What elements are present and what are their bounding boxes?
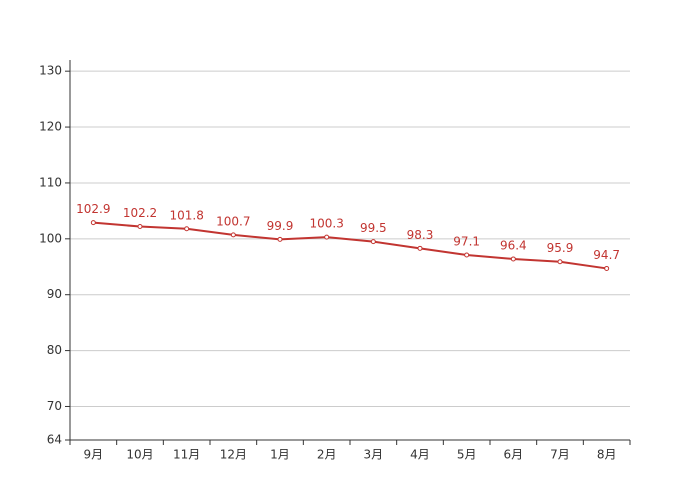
y-tick-label: 64 — [47, 433, 62, 447]
point — [230, 232, 236, 238]
point — [604, 265, 610, 271]
y-tick-label: 130 — [39, 64, 62, 78]
data-label: 96.4 — [500, 238, 527, 252]
point — [557, 259, 563, 265]
point — [417, 245, 423, 251]
point — [510, 256, 516, 262]
data-label: 99.5 — [360, 221, 387, 235]
x-tick-label: 11月 — [173, 448, 200, 462]
x-tick-label: 8月 — [597, 448, 617, 462]
point — [90, 220, 96, 226]
line — [93, 221, 607, 270]
data-label: 101.8 — [169, 208, 203, 222]
point — [184, 226, 190, 232]
x-tick-label: 10月 — [126, 448, 153, 462]
x-tick-label: 6月 — [504, 448, 524, 462]
x-tick-label: 5月 — [457, 448, 477, 462]
data-label: 102.9 — [76, 202, 110, 216]
data-label: 94.7 — [593, 248, 620, 262]
x-tick-label: 9月 — [84, 448, 104, 462]
y-tick-label: 100 — [39, 231, 62, 245]
y-tick-label: 90 — [47, 287, 62, 301]
data-label: 98.3 — [407, 228, 434, 242]
point — [324, 234, 330, 240]
point — [370, 239, 376, 245]
x-tick-label: 1月 — [270, 448, 290, 462]
data-label: 100.7 — [216, 214, 250, 228]
data-label: 102.2 — [123, 206, 157, 220]
point — [464, 252, 470, 258]
x-tick-label: 4月 — [410, 448, 430, 462]
data-label: 100.3 — [309, 217, 343, 231]
data-label: 97.1 — [453, 235, 480, 249]
point — [137, 224, 143, 230]
y-tick-label: 80 — [47, 343, 62, 357]
data-label: 95.9 — [547, 241, 574, 255]
y-tick-label: 110 — [39, 175, 62, 189]
x-tick-label: 7月 — [550, 448, 570, 462]
y-tick-label: 120 — [39, 120, 62, 134]
y-tick-label: 70 — [47, 399, 62, 413]
data-label: 99.9 — [267, 219, 294, 233]
x-tick-label: 3月 — [364, 448, 384, 462]
x-tick-label: 2月 — [317, 448, 337, 462]
x-tick-label: 12月 — [220, 448, 247, 462]
point — [277, 236, 283, 242]
